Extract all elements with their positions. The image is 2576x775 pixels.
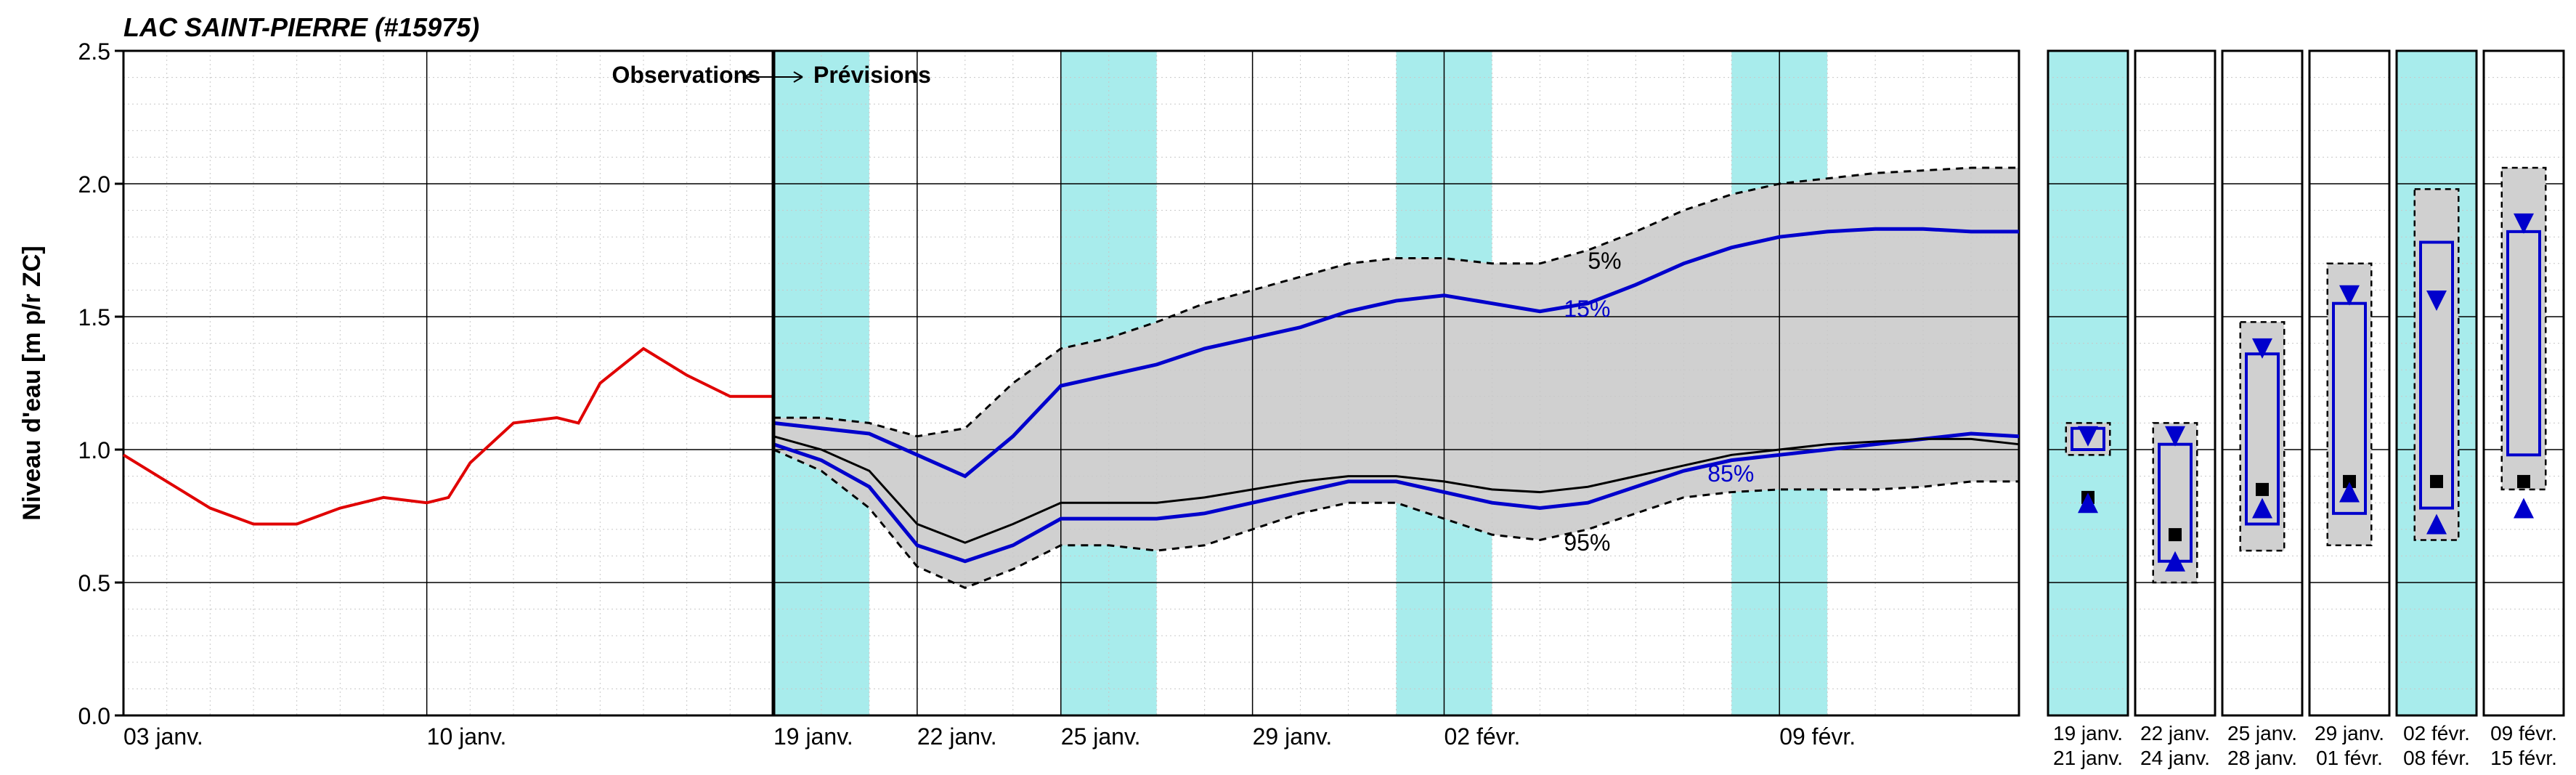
- svg-text:09 févr.: 09 févr.: [1779, 723, 1856, 750]
- svg-text:15 févr.: 15 févr.: [2490, 747, 2557, 769]
- svg-text:08 févr.: 08 févr.: [2403, 747, 2470, 769]
- svg-text:5%: 5%: [1588, 248, 1621, 274]
- svg-text:29 janv.: 29 janv.: [2315, 722, 2384, 744]
- svg-text:95%: 95%: [1564, 529, 1610, 556]
- svg-text:25 janv.: 25 janv.: [2227, 722, 2297, 744]
- water-level-chart: LAC SAINT-PIERRE (#15975) Niveau d'eau [m…: [0, 0, 2576, 775]
- svg-text:LAC SAINT-PIERRE (#15975): LAC SAINT-PIERRE (#15975): [123, 12, 479, 42]
- svg-text:22 janv.: 22 janv.: [917, 723, 997, 750]
- svg-text:15%: 15%: [1564, 296, 1610, 322]
- svg-text:01 févr.: 01 févr.: [2316, 747, 2383, 769]
- svg-text:Niveau d'eau [m p/r ZC]: Niveau d'eau [m p/r ZC]: [18, 246, 46, 520]
- svg-text:19 janv.: 19 janv.: [773, 723, 853, 750]
- svg-text:Observations: Observations: [612, 62, 760, 88]
- svg-text:0.0: 0.0: [78, 703, 110, 729]
- svg-text:19 janv.: 19 janv.: [2053, 722, 2123, 744]
- svg-text:Prévisions: Prévisions: [813, 62, 931, 88]
- svg-text:03 janv.: 03 janv.: [123, 723, 203, 750]
- svg-text:09 févr.: 09 févr.: [2490, 722, 2557, 744]
- svg-text:22 janv.: 22 janv.: [2140, 722, 2210, 744]
- svg-text:25 janv.: 25 janv.: [1061, 723, 1141, 750]
- svg-text:24 janv.: 24 janv.: [2140, 747, 2210, 769]
- svg-text:0.5: 0.5: [78, 570, 110, 596]
- svg-text:1.5: 1.5: [78, 304, 110, 330]
- chart-wrapper: LAC SAINT-PIERRE (#15975) Niveau d'eau [m…: [0, 0, 2576, 775]
- svg-text:2.0: 2.0: [78, 171, 110, 198]
- svg-text:28 janv.: 28 janv.: [2227, 747, 2297, 769]
- svg-text:2.5: 2.5: [78, 38, 110, 65]
- svg-text:21 janv.: 21 janv.: [2053, 747, 2123, 769]
- svg-text:02 févr.: 02 févr.: [1444, 723, 1520, 750]
- svg-text:29 janv.: 29 janv.: [1253, 723, 1333, 750]
- svg-text:10 janv.: 10 janv.: [427, 723, 507, 750]
- svg-text:85%: 85%: [1707, 460, 1754, 487]
- svg-text:1.0: 1.0: [78, 437, 110, 463]
- svg-text:02 févr.: 02 févr.: [2403, 722, 2470, 744]
